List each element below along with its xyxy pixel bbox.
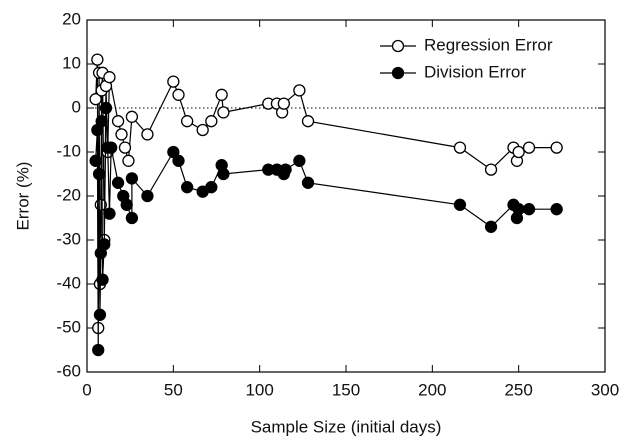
data-point	[105, 141, 118, 154]
y-tick-label: 20	[62, 9, 81, 28]
data-point	[205, 115, 218, 128]
y-tick-label: -20	[56, 185, 81, 204]
data-point	[103, 71, 116, 84]
data-point	[111, 115, 125, 128]
data-point	[93, 308, 107, 321]
data-point	[125, 110, 139, 123]
data-point	[512, 145, 525, 159]
x-tick-label: 50	[164, 380, 183, 399]
data-point	[512, 203, 525, 216]
data-point	[111, 176, 125, 189]
data-point	[92, 343, 105, 357]
y-axis-label: Error (%)	[13, 162, 32, 231]
x-tick-label: 200	[418, 380, 446, 399]
data-point	[98, 238, 111, 251]
x-tick-label: 100	[245, 380, 273, 399]
data-point	[522, 141, 536, 154]
y-tick-label: -60	[56, 361, 81, 380]
data-point	[550, 141, 563, 154]
y-tick-label: 10	[62, 53, 81, 72]
data-point	[205, 181, 218, 194]
data-point	[92, 167, 106, 181]
legend-label: Regression Error	[424, 35, 553, 54]
series-line	[95, 59, 557, 329]
data-point	[141, 189, 154, 203]
data-point	[141, 128, 154, 141]
legend-marker	[391, 39, 405, 53]
data-point	[484, 220, 498, 233]
data-point	[180, 115, 194, 128]
data-point	[167, 75, 180, 88]
x-axis-label: Sample Size (initial days)	[251, 417, 442, 436]
data-point	[293, 84, 306, 97]
data-point	[120, 198, 133, 211]
data-point	[95, 115, 108, 128]
data-point	[125, 211, 139, 225]
legend-label: Division Error	[424, 62, 526, 81]
data-point	[180, 181, 194, 194]
legend-marker	[391, 66, 405, 80]
data-point	[217, 106, 230, 119]
data-point	[103, 207, 116, 220]
data-point	[550, 203, 563, 216]
data-point	[172, 154, 185, 167]
data-point	[99, 101, 113, 115]
data-point	[453, 141, 467, 154]
data-point	[301, 176, 315, 189]
data-point	[301, 115, 315, 128]
x-tick-label: 0	[82, 380, 91, 399]
data-point	[89, 154, 102, 167]
x-tick-label: 300	[591, 380, 619, 399]
data-point	[279, 163, 292, 176]
data-point	[453, 198, 467, 211]
y-tick-label: -40	[56, 273, 81, 292]
data-point	[96, 273, 109, 286]
data-point	[122, 154, 135, 167]
data-point	[118, 141, 132, 154]
x-tick-label: 150	[332, 380, 360, 399]
data-point	[293, 154, 306, 167]
data-point	[125, 172, 139, 185]
data-point	[196, 123, 209, 137]
y-tick-label: -10	[56, 141, 81, 160]
data-point	[115, 128, 128, 141]
y-tick-label: -30	[56, 229, 81, 248]
data-point	[215, 88, 228, 101]
x-tick-label: 250	[504, 380, 532, 399]
data-point	[172, 88, 185, 101]
data-point	[89, 93, 102, 106]
data-point	[277, 97, 290, 110]
data-point	[484, 163, 498, 176]
y-tick-label: -50	[56, 317, 81, 336]
y-tick-label: 0	[72, 97, 81, 116]
data-point	[217, 167, 230, 181]
data-point	[522, 203, 536, 216]
data-point	[91, 53, 104, 66]
plot-frame	[86, 19, 606, 373]
